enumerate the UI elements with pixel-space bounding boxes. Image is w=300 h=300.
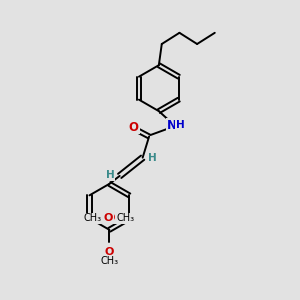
Text: O: O bbox=[106, 213, 115, 223]
Text: O: O bbox=[129, 121, 139, 134]
Text: N: N bbox=[167, 119, 177, 132]
Text: H: H bbox=[148, 153, 156, 163]
Text: H: H bbox=[176, 120, 185, 130]
Text: CH₃: CH₃ bbox=[84, 213, 102, 223]
Text: H: H bbox=[106, 170, 115, 180]
Text: O: O bbox=[103, 213, 113, 223]
Text: CH₃: CH₃ bbox=[100, 256, 118, 266]
Text: O: O bbox=[105, 247, 114, 257]
Text: CH₃: CH₃ bbox=[117, 213, 135, 223]
